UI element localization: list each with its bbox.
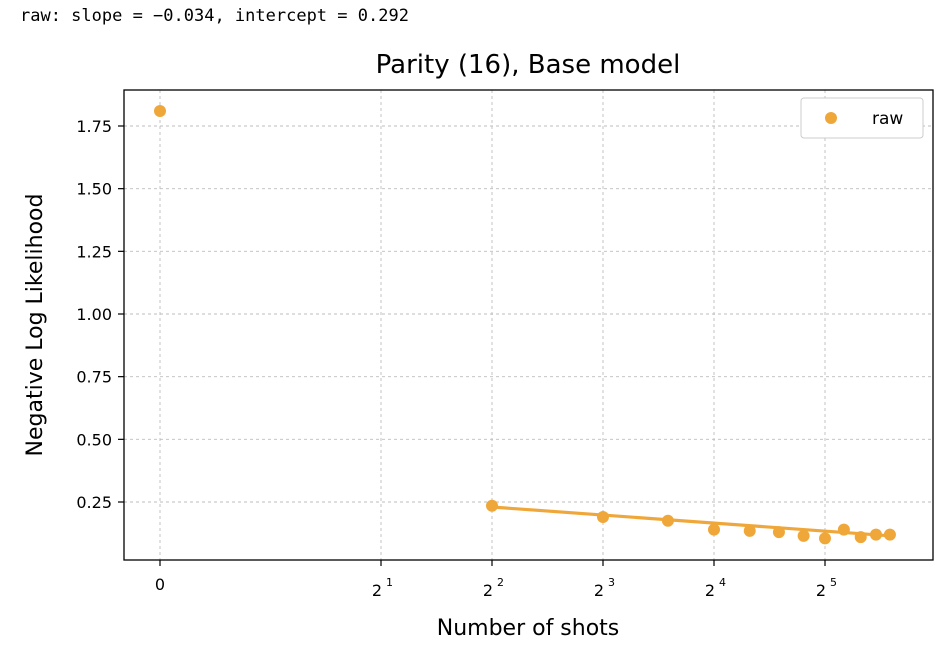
x-tick-base: 2	[372, 581, 382, 600]
data-point	[708, 523, 720, 536]
y-tick-label: 1.00	[76, 305, 112, 324]
y-tick-label: 0.25	[76, 493, 112, 512]
data-point	[883, 528, 896, 541]
y-tick-label: 0.75	[76, 368, 112, 387]
x-tick-label: 0	[155, 575, 165, 594]
y-ticks: 0.25 0.50 0.75 1.00 1.25 1.50 1.75	[76, 117, 124, 512]
data-point	[797, 529, 810, 542]
data-point	[854, 531, 867, 544]
data-point	[772, 526, 785, 539]
legend-entry-raw: raw	[872, 109, 903, 129]
console-output: raw: slope = −0.034, intercept = 0.292	[20, 6, 409, 26]
legend-marker	[825, 112, 837, 124]
y-tick-label: 1.50	[76, 180, 112, 199]
data-point	[486, 499, 498, 512]
x-tick-base: 2	[594, 581, 604, 600]
grid	[124, 90, 933, 560]
legend: raw	[800, 97, 924, 139]
x-tick-exponent: 2	[497, 576, 504, 589]
x-tick-exponent: 3	[608, 576, 615, 589]
x-tick-exponent: 5	[830, 576, 837, 589]
data-point	[154, 104, 166, 117]
fit-line	[490, 505, 892, 538]
y-tick-label: 1.25	[76, 242, 112, 261]
x-tick-exponent: 4	[719, 576, 726, 589]
data-point	[661, 514, 674, 527]
x-tick-base: 0	[155, 575, 165, 594]
x-tick-base: 2	[483, 581, 493, 600]
chart-title: Parity (16), Base model	[376, 50, 681, 80]
y-axis-label: Negative Log Likelihood	[23, 194, 48, 457]
x-axis-label: Number of shots	[437, 616, 620, 641]
x-tick-exponent: 1	[386, 576, 393, 589]
data-point	[869, 528, 882, 541]
legend-box	[800, 97, 924, 139]
data-points	[154, 104, 896, 545]
data-point	[837, 523, 850, 536]
fit-line-group	[490, 505, 892, 538]
y-tick-label: 0.50	[76, 430, 112, 449]
y-tick-label: 1.75	[76, 117, 112, 136]
data-point	[743, 524, 756, 537]
x-tick-base: 2	[816, 581, 826, 600]
axes-frame	[123, 89, 934, 561]
data-point	[597, 511, 609, 524]
x-tick-base: 2	[705, 581, 715, 600]
data-point	[819, 532, 831, 545]
